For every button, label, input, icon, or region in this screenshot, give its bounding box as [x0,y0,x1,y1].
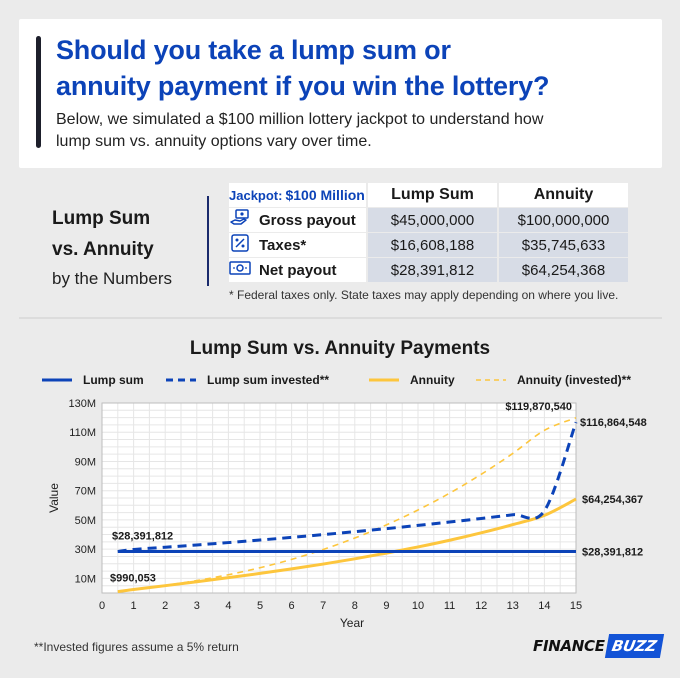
cell-gross-lump: $45,000,000 [368,208,497,232]
headline-line-1: Should you take a lump sum or [56,35,451,65]
x-tick-label: 4 [225,600,231,612]
row-label-text: Net payout [259,261,337,279]
jackpot-value: $100 Million [285,187,365,203]
data-label: $116,864,548 [580,417,647,429]
series-line-lump-sum-invested [117,421,578,553]
jackpot-label: Jackpot: $100 Million [229,183,366,207]
headline: Should you take a lump sum or annuity pa… [56,32,646,104]
legend-label: Annuity [410,373,455,387]
header-accent-bar [36,36,41,148]
x-axis-label: Year [340,616,364,630]
intro-text: Below, we simulated a $100 million lotte… [56,109,616,153]
data-label: $28,391,812 [112,531,173,543]
vertical-divider [207,196,209,286]
intro-line-1: Below, we simulated a $100 million lotte… [56,111,544,128]
logo-text-buzz: BUZZ [604,634,664,658]
percent-tag-icon [229,234,251,256]
financebuzz-logo: FINANCE BUZZ [533,634,664,658]
y-tick-label: 30M [75,544,96,556]
data-label: $119,870,540 [505,401,572,413]
x-tick-label: 9 [383,600,389,612]
legend-label: Lump sum [83,373,144,387]
comparison-title-line-2: vs. Annuity [52,239,154,260]
x-tick-label: 11 [444,600,455,612]
headline-line-2: annuity payment if you win the lottery? [56,71,550,101]
data-label: $64,254,367 [582,494,643,506]
comparison-subtitle: by the Numbers [52,269,172,288]
intro-line-2: lump sum vs. annuity options vary over t… [56,133,372,150]
taxes-footnote: * Federal taxes only. State taxes may ap… [229,288,619,302]
jackpot-prefix: Jackpot: [229,187,283,203]
money-hand-icon [229,209,251,231]
cell-net-annuity: $64,254,368 [499,258,628,282]
section-divider [19,317,662,319]
column-header-lump-sum: Lump Sum [368,183,497,207]
x-tick-label: 10 [412,600,424,612]
header-card [19,19,662,168]
data-label: $28,391,812 [582,547,643,559]
x-tick-label: 8 [352,600,358,612]
data-label: $990,053 [110,573,156,585]
x-tick-label: 0 [99,600,105,612]
legend-label: Annuity (invested)** [517,373,631,387]
row-label-text: Gross payout [259,211,356,229]
y-tick-label: 50M [75,515,96,527]
cell-gross-annuity: $100,000,000 [499,208,628,232]
x-tick-label: 5 [257,600,263,612]
row-label-text: Taxes* [259,236,307,254]
row-label-net-payout: Net payout [229,258,366,282]
comparison-title-line-1: Lump Sum [52,208,151,229]
plot-border [101,402,577,594]
x-tick-label: 6 [289,600,295,612]
x-tick-label: 13 [507,600,519,612]
chart-title: Lump Sum vs. Annuity Payments [189,338,491,359]
invested-footnote: **Invested figures assume a 5% return [34,640,239,654]
y-tick-label: 10M [75,573,96,585]
y-tick-label: 70M [75,486,96,498]
column-header-annuity: Annuity [499,183,628,207]
row-label-gross-payout: Gross payout [229,208,366,232]
x-tick-label: 15 [570,600,582,612]
legend-label: Lump sum invested** [207,373,329,387]
cell-taxes-annuity: $35,745,633 [499,233,628,257]
y-tick-label: 130M [68,398,96,410]
x-tick-label: 14 [538,600,550,612]
cell-net-lump: $28,391,812 [368,258,497,282]
x-tick-label: 2 [162,600,168,612]
x-tick-label: 1 [131,600,137,612]
series-line-annuity [117,497,577,594]
y-axis-label: Value [47,483,61,513]
cash-bill-icon [229,260,251,280]
y-tick-label: 110M [69,427,96,439]
row-label-taxes: Taxes* [229,233,366,257]
cell-taxes-lump: $16,608,188 [368,233,497,257]
logo-text-finance: FINANCE [533,637,605,655]
comparison-title: Lump Sum vs. Annuity [52,203,192,265]
x-tick-label: 12 [475,600,487,612]
x-tick-label: 3 [194,600,200,612]
x-tick-label: 7 [320,600,326,612]
y-tick-label: 90M [75,456,96,468]
